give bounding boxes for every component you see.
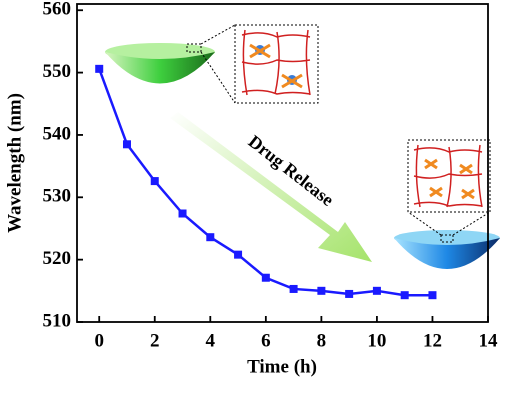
data-point xyxy=(95,64,104,73)
data-point xyxy=(150,177,159,186)
data-point xyxy=(122,140,131,149)
x-tick-label: 12 xyxy=(423,330,442,351)
x-tick-label: 10 xyxy=(367,330,386,351)
y-tick-label: 520 xyxy=(43,248,72,269)
data-point xyxy=(289,284,298,293)
data-point xyxy=(372,286,381,295)
y-tick-label: 560 xyxy=(43,0,72,20)
y-tick-label: 550 xyxy=(43,61,72,82)
data-point xyxy=(234,250,243,259)
y-tick-label: 530 xyxy=(43,186,72,207)
data-point xyxy=(428,291,437,300)
y-tick-label: 540 xyxy=(43,123,72,144)
data-point xyxy=(345,289,354,298)
data-point xyxy=(400,291,409,300)
y-axis-label: Wavelength (nm) xyxy=(4,93,25,233)
illustration xyxy=(105,24,500,269)
x-tick-label: 6 xyxy=(261,330,271,351)
data-point xyxy=(206,233,215,242)
x-tick-label: 14 xyxy=(479,330,499,351)
data-point xyxy=(178,209,187,218)
data-point xyxy=(317,286,326,295)
data-point xyxy=(261,273,270,282)
x-tick-label: 8 xyxy=(317,330,327,351)
plot-frame xyxy=(76,3,489,323)
x-tick-label: 4 xyxy=(206,330,216,351)
x-tick-label: 2 xyxy=(150,330,160,351)
y-tick-label: 510 xyxy=(43,310,72,331)
x-tick-label: 0 xyxy=(94,330,104,351)
x-axis-label: Time (h) xyxy=(247,356,317,377)
